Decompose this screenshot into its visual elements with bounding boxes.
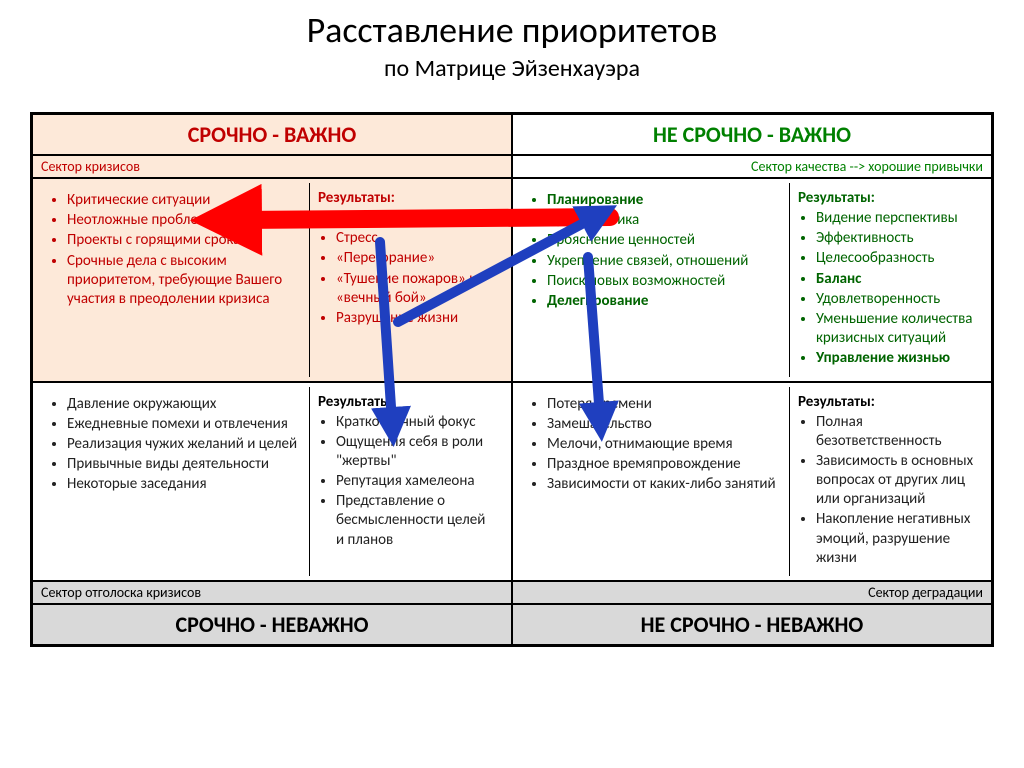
list-item: Поиск новых возможностей (547, 272, 781, 291)
list-item: Полная безответственность (816, 413, 975, 451)
list-item: Потеря времени (547, 395, 781, 414)
list-item: Удовлетворенность (816, 290, 975, 309)
list-item: Краткосрочный фокус (336, 413, 495, 432)
list-item: Репутация хамелеона (336, 472, 495, 491)
list-item: Зависимости от каких-либо занятий (547, 475, 781, 494)
list-item: …кризиса (336, 209, 495, 228)
q3-results-title: Результаты: (318, 393, 495, 411)
q3-items: Давление окружающихЕжедневные помехи и о… (41, 387, 309, 577)
list-item: Мелочи, отнимающие время (547, 435, 781, 454)
list-item: Критические ситуации (67, 191, 301, 210)
list-item: Ощущения себя в роли "жертвы" (336, 433, 495, 471)
q2-items: ПланированиеПрофилактикаПрояснение ценно… (521, 183, 789, 377)
quadrant-q3: Давление окружающихЕжедневные помехи и о… (32, 382, 512, 582)
list-item: Видение перспективы (816, 209, 975, 228)
list-item: «Тушение пожаров» и «вечный бой» (336, 270, 495, 308)
list-item: Некоторые заседания (67, 475, 301, 494)
quadrant-q1: Критические ситуацииНеотложные проблемыП… (32, 178, 512, 382)
q1-results: Результаты: …кризисаСтресс«Перегорание» «… (309, 183, 503, 377)
q1-results-title: Результаты: (318, 189, 495, 207)
list-item: Замешательство (547, 415, 781, 434)
list-item: Прояснение ценностей (547, 231, 781, 250)
q4-results: Результаты: Полная безответственностьЗав… (789, 387, 983, 577)
list-item: Накопление негативных эмоций, разрушение… (816, 510, 975, 568)
list-item: Проекты с горящими сроками (67, 231, 301, 250)
list-item: Целесообразность (816, 249, 975, 268)
q4-items: Потеря времениЗамешательствоМелочи, отни… (521, 387, 789, 577)
header-q4: НЕ СРОЧНО - НЕВАЖНО (512, 604, 992, 645)
sector-q3: Сектор отголоска кризисов (32, 581, 512, 604)
eisenhower-matrix: СРОЧНО - ВАЖНО НЕ СРОЧНО - ВАЖНО Сектор … (30, 112, 994, 647)
list-item: Ежедневные помехи и отвлечения (67, 415, 301, 434)
list-item: Делегирование (547, 292, 781, 311)
sector-q1: Сектор кризисов (32, 155, 512, 178)
list-item: Эффективность (816, 229, 975, 248)
q4-results-title: Результаты: (798, 393, 975, 411)
list-item: Зависимость в основных вопросах от други… (816, 452, 975, 510)
list-item: Управление жизнью (816, 349, 975, 368)
sector-q2: Сектор качества --> хорошие привычки (512, 155, 992, 178)
list-item: Укрепление связей, отношений (547, 252, 781, 271)
header-q1: СРОЧНО - ВАЖНО (32, 114, 512, 155)
header-q2: НЕ СРОЧНО - ВАЖНО (512, 114, 992, 155)
page-title: Расставление приоритетов (0, 8, 1024, 52)
list-item: Давление окружающих (67, 395, 301, 414)
list-item: Баланс (816, 270, 975, 289)
list-item: Планирование (547, 191, 781, 210)
list-item: Уменьшение количества кризисных ситуаций (816, 310, 975, 348)
list-item: Стресс (336, 229, 495, 248)
header-q3: СРОЧНО - НЕВАЖНО (32, 604, 512, 645)
q2-results: Результаты: Видение перспективыЭффективн… (789, 183, 983, 377)
list-item: Реализация чужих желаний и целей (67, 435, 301, 454)
q2-results-title: Результаты: (798, 189, 975, 207)
q3-results: Результаты: Краткосрочный фокусОщущения … (309, 387, 503, 577)
list-item: Привычные виды деятельности (67, 455, 301, 474)
list-item: Неотложные проблемы (67, 211, 301, 230)
q1-items: Критические ситуацииНеотложные проблемыП… (41, 183, 309, 377)
page-subtitle: по Матрице Эйзенхауэра (0, 54, 1024, 83)
title-block: Расставление приоритетов по Матрице Эйзе… (0, 0, 1024, 95)
list-item: Праздное времяпровождение (547, 455, 781, 474)
quadrant-q2: ПланированиеПрофилактикаПрояснение ценно… (512, 178, 992, 382)
list-item: Представление о бесмысленности целей и п… (336, 492, 495, 550)
list-item: Профилактика (547, 211, 781, 230)
list-item: Срочные дела с высоким приоритетом, треб… (67, 252, 301, 310)
sector-q4: Сектор деградации (512, 581, 992, 604)
list-item: Разрушение жизни (336, 309, 495, 328)
list-item: «Перегорание» (336, 249, 495, 268)
quadrant-q4: Потеря времениЗамешательствоМелочи, отни… (512, 382, 992, 582)
